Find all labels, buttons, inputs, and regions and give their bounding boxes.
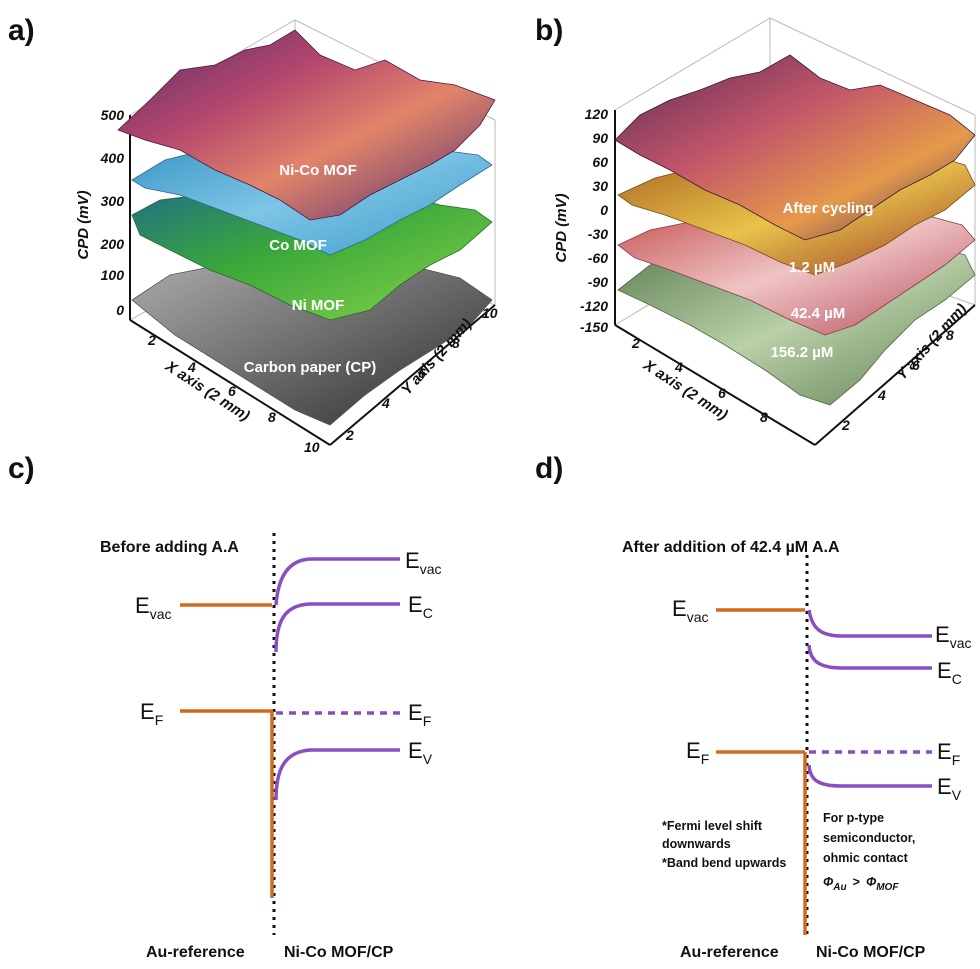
panel-letter: d) — [535, 452, 563, 485]
evac-right-band — [274, 557, 400, 606]
diagram-heading: Before adding A.A — [100, 539, 239, 556]
svg-text:90: 90 — [592, 130, 608, 146]
svg-text:200: 200 — [100, 236, 125, 252]
svg-text:6: 6 — [418, 365, 426, 381]
svg-text:8: 8 — [268, 409, 276, 425]
panel-d: d) After addition of 42.4 µM A.A Evac Ev… — [535, 452, 971, 961]
svg-text:downwards: downwards — [662, 837, 731, 851]
svg-text:60: 60 — [592, 154, 608, 170]
mof-label: Ni-Co MOF/CP — [816, 944, 926, 961]
svg-text:0: 0 — [116, 302, 124, 318]
svg-text:100: 100 — [101, 267, 125, 283]
ec-label: EC — [937, 658, 962, 687]
svg-text:6: 6 — [228, 383, 236, 399]
au-reference-label: Au-reference — [146, 944, 245, 961]
axes — [614, 110, 976, 446]
surface-label-nico: Ni-Co MOF — [279, 162, 356, 179]
panel-letter: b) — [535, 14, 563, 47]
svg-text:6: 6 — [718, 385, 726, 401]
surface-nico-mof — [117, 29, 496, 221]
work-function-relation: ΦAu > ΦMOF — [823, 875, 899, 893]
evac-right-band — [807, 609, 932, 638]
z-ticks: 120 90 60 30 0 -30 -60 -90 -120 -150 — [580, 106, 608, 335]
svg-text:4: 4 — [187, 359, 196, 375]
surface-label-424: 42.4 µM — [791, 305, 846, 322]
svg-text:-150: -150 — [580, 319, 608, 335]
notes-left: *Fermi level shift downwards *Band bend … — [662, 819, 786, 870]
surface-after-cycling — [614, 54, 976, 241]
svg-text:10: 10 — [482, 305, 498, 321]
ef-left-label: EF — [686, 738, 709, 767]
svg-text:10: 10 — [304, 439, 320, 455]
notes-right: For p-type semiconductor, ohmic contact … — [823, 811, 915, 893]
surface-label-1562: 156.2 µM — [771, 344, 834, 361]
z-axis-title: CPD (mV) — [553, 193, 570, 262]
svg-text:500: 500 — [101, 107, 125, 123]
ev-label: EV — [937, 774, 962, 803]
surface-label-after: After cycling — [783, 200, 874, 217]
z-axis-title: CPD (mV) — [75, 190, 92, 259]
y-ticks: 2 4 6 8 10 — [345, 305, 498, 443]
ev-band — [807, 764, 932, 788]
x-ticks: 2 4 6 8 10 — [147, 332, 320, 455]
evac-right-label: Evac — [935, 622, 971, 651]
svg-text:8: 8 — [946, 327, 954, 343]
svg-text:120: 120 — [585, 106, 609, 122]
svg-text:semiconductor,: semiconductor, — [823, 831, 915, 845]
svg-text:30: 30 — [592, 178, 608, 194]
svg-text:400: 400 — [100, 150, 125, 166]
svg-text:-120: -120 — [580, 298, 608, 314]
ev-label: EV — [408, 738, 433, 767]
svg-text:-30: -30 — [588, 226, 608, 242]
svg-text:2: 2 — [841, 417, 850, 433]
surface-label-co: Co MOF — [269, 237, 327, 254]
ef-left-label: EF — [140, 699, 163, 728]
svg-text:8: 8 — [760, 409, 768, 425]
panel-b: b) After cycling 1.2 µM 42.4 µM 156.2 µM… — [535, 14, 976, 446]
svg-text:300: 300 — [101, 193, 125, 209]
evac-left-label: Evac — [672, 596, 708, 625]
ev-band — [274, 748, 400, 801]
ec-label: EC — [408, 592, 433, 621]
svg-text:4: 4 — [877, 387, 886, 403]
svg-text:-60: -60 — [588, 250, 608, 266]
svg-text:6: 6 — [912, 357, 920, 373]
svg-text:2: 2 — [147, 332, 156, 348]
svg-text:ohmic contact: ohmic contact — [823, 851, 909, 865]
evac-left-label: Evac — [135, 593, 171, 622]
svg-text:4: 4 — [381, 395, 390, 411]
axes — [129, 115, 496, 446]
surface-label-12: 1.2 µM — [789, 259, 835, 276]
ef-right-label: EF — [937, 739, 960, 768]
x-ticks: 2 4 6 8 — [631, 335, 768, 425]
panel-letter: c) — [8, 452, 35, 485]
evac-right-label: Evac — [405, 548, 441, 577]
mof-label: Ni-Co MOF/CP — [284, 944, 394, 961]
panel-c: c) Before adding A.A Evac Evac EC EF EF … — [8, 452, 441, 961]
panel-letter: a) — [8, 14, 35, 47]
svg-text:8: 8 — [452, 335, 460, 351]
z-ticks: 500 400 300 200 100 0 — [100, 107, 125, 318]
svg-text:*Band bend upwards: *Band bend upwards — [662, 856, 786, 870]
ec-band — [274, 602, 400, 653]
panel-a: a) Ni-Co MOF Co MOF Ni MOF Carbon paper … — [8, 14, 498, 455]
svg-text:*Fermi level shift: *Fermi level shift — [662, 819, 763, 833]
svg-text:4: 4 — [674, 359, 683, 375]
surface-label-cp: Carbon paper (CP) — [244, 359, 377, 376]
svg-text:2: 2 — [345, 427, 354, 443]
au-reference-label: Au-reference — [680, 944, 779, 961]
ec-band — [807, 644, 932, 670]
svg-text:-90: -90 — [588, 274, 608, 290]
ef-right-label: EF — [408, 700, 431, 729]
diagram-heading: After addition of 42.4 µM A.A — [622, 539, 840, 556]
y-ticks: 2 4 6 8 — [841, 327, 954, 433]
svg-text:2: 2 — [631, 335, 640, 351]
svg-text:0: 0 — [600, 202, 608, 218]
surface-label-ni: Ni MOF — [292, 297, 345, 314]
svg-text:For p-type: For p-type — [823, 811, 884, 825]
